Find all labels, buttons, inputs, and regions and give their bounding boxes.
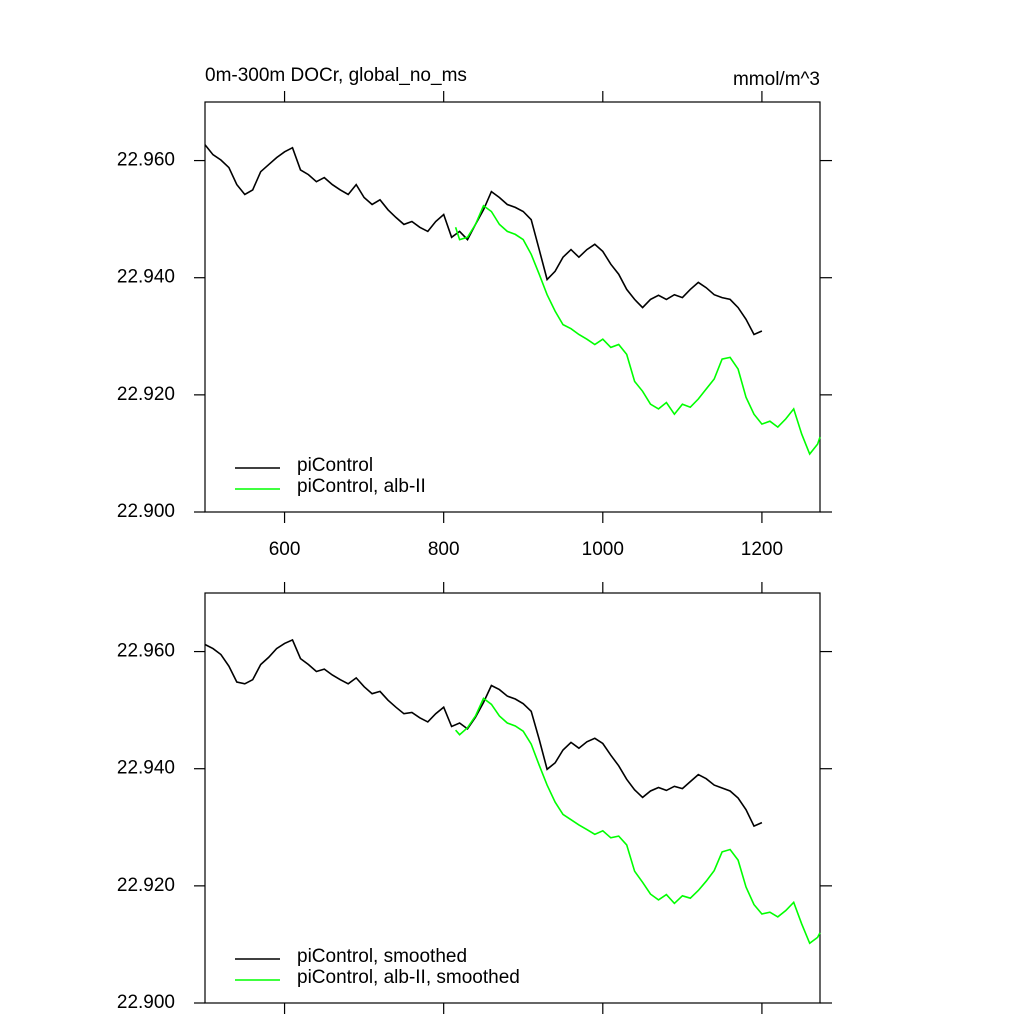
y-tick-label: 22.920 [117, 384, 175, 405]
y-tick-label: 22.960 [117, 641, 175, 662]
plot-frame [204, 101, 821, 513]
y-tick-label: 22.960 [117, 150, 175, 171]
y-tick-label: 22.900 [117, 992, 175, 1013]
x-tick-label: 600 [269, 539, 301, 560]
series-line [454, 697, 821, 945]
y-tick-label: 22.920 [117, 875, 175, 896]
series-line [204, 638, 763, 828]
y-tick-label: 22.940 [117, 267, 175, 288]
legend-label: piControl, alb-II, smoothed [297, 967, 520, 988]
series-line [454, 204, 821, 456]
x-tick-label: 800 [428, 539, 460, 560]
x-tick-label: 1000 [582, 539, 624, 560]
legend-label: piControl, smoothed [297, 946, 467, 967]
series-line [204, 144, 763, 336]
y-tick-label: 22.900 [117, 501, 175, 522]
legend-label: piControl, alb-II [297, 476, 426, 497]
x-tick-label: 1200 [741, 539, 783, 560]
legend-label: piControl [297, 455, 373, 476]
units-label: mmol/m^3 [733, 69, 820, 90]
plot-frame [204, 592, 821, 1004]
chart-title: 0m-300m DOCr, global_no_ms [205, 65, 467, 86]
y-tick-label: 22.940 [117, 758, 175, 779]
